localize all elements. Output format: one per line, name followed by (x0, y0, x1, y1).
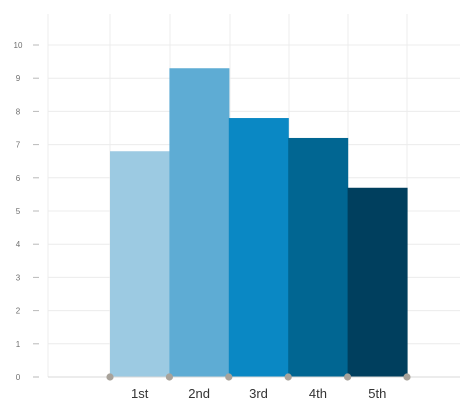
y-tick-label: 5 (16, 207, 21, 216)
y-tick-label: 7 (16, 141, 21, 150)
x-boundary-dot (403, 373, 411, 381)
x-boundary-dot (284, 373, 292, 381)
x-tick-label: 2nd (188, 386, 210, 400)
x-boundary-dot (165, 373, 173, 381)
axis-layer (33, 44, 460, 381)
bars-layer (110, 68, 408, 378)
y-tick-label: 10 (14, 41, 23, 50)
x-tick-label: 4th (309, 386, 327, 400)
x-tick-label: 3rd (249, 386, 268, 400)
bar-2nd (169, 68, 230, 378)
y-tick-label: 4 (16, 240, 21, 249)
x-tick-label: 5th (368, 386, 386, 400)
bar-4th (288, 137, 349, 377)
labels-layer: 0 1 2 3 4 5 6 7 8 9 10 1st 2nd 3rd 4th 5th (14, 41, 387, 400)
y-tick-label: 1 (16, 340, 21, 349)
y-tick-label: 6 (16, 174, 21, 183)
bar-5th (347, 187, 408, 377)
bar-1st (110, 151, 170, 377)
y-tick-label: 8 (16, 107, 21, 116)
y-tick-label: 0 (16, 373, 21, 382)
bar-3rd (228, 118, 289, 377)
x-boundary-dot (225, 373, 233, 381)
y-tick-label: 2 (16, 307, 21, 316)
x-boundary-dot (344, 373, 352, 381)
y-tick-label: 9 (16, 74, 21, 83)
y-tick-label: 3 (16, 273, 21, 282)
x-boundary-dot (106, 373, 114, 381)
x-tick-label: 1st (131, 386, 149, 400)
